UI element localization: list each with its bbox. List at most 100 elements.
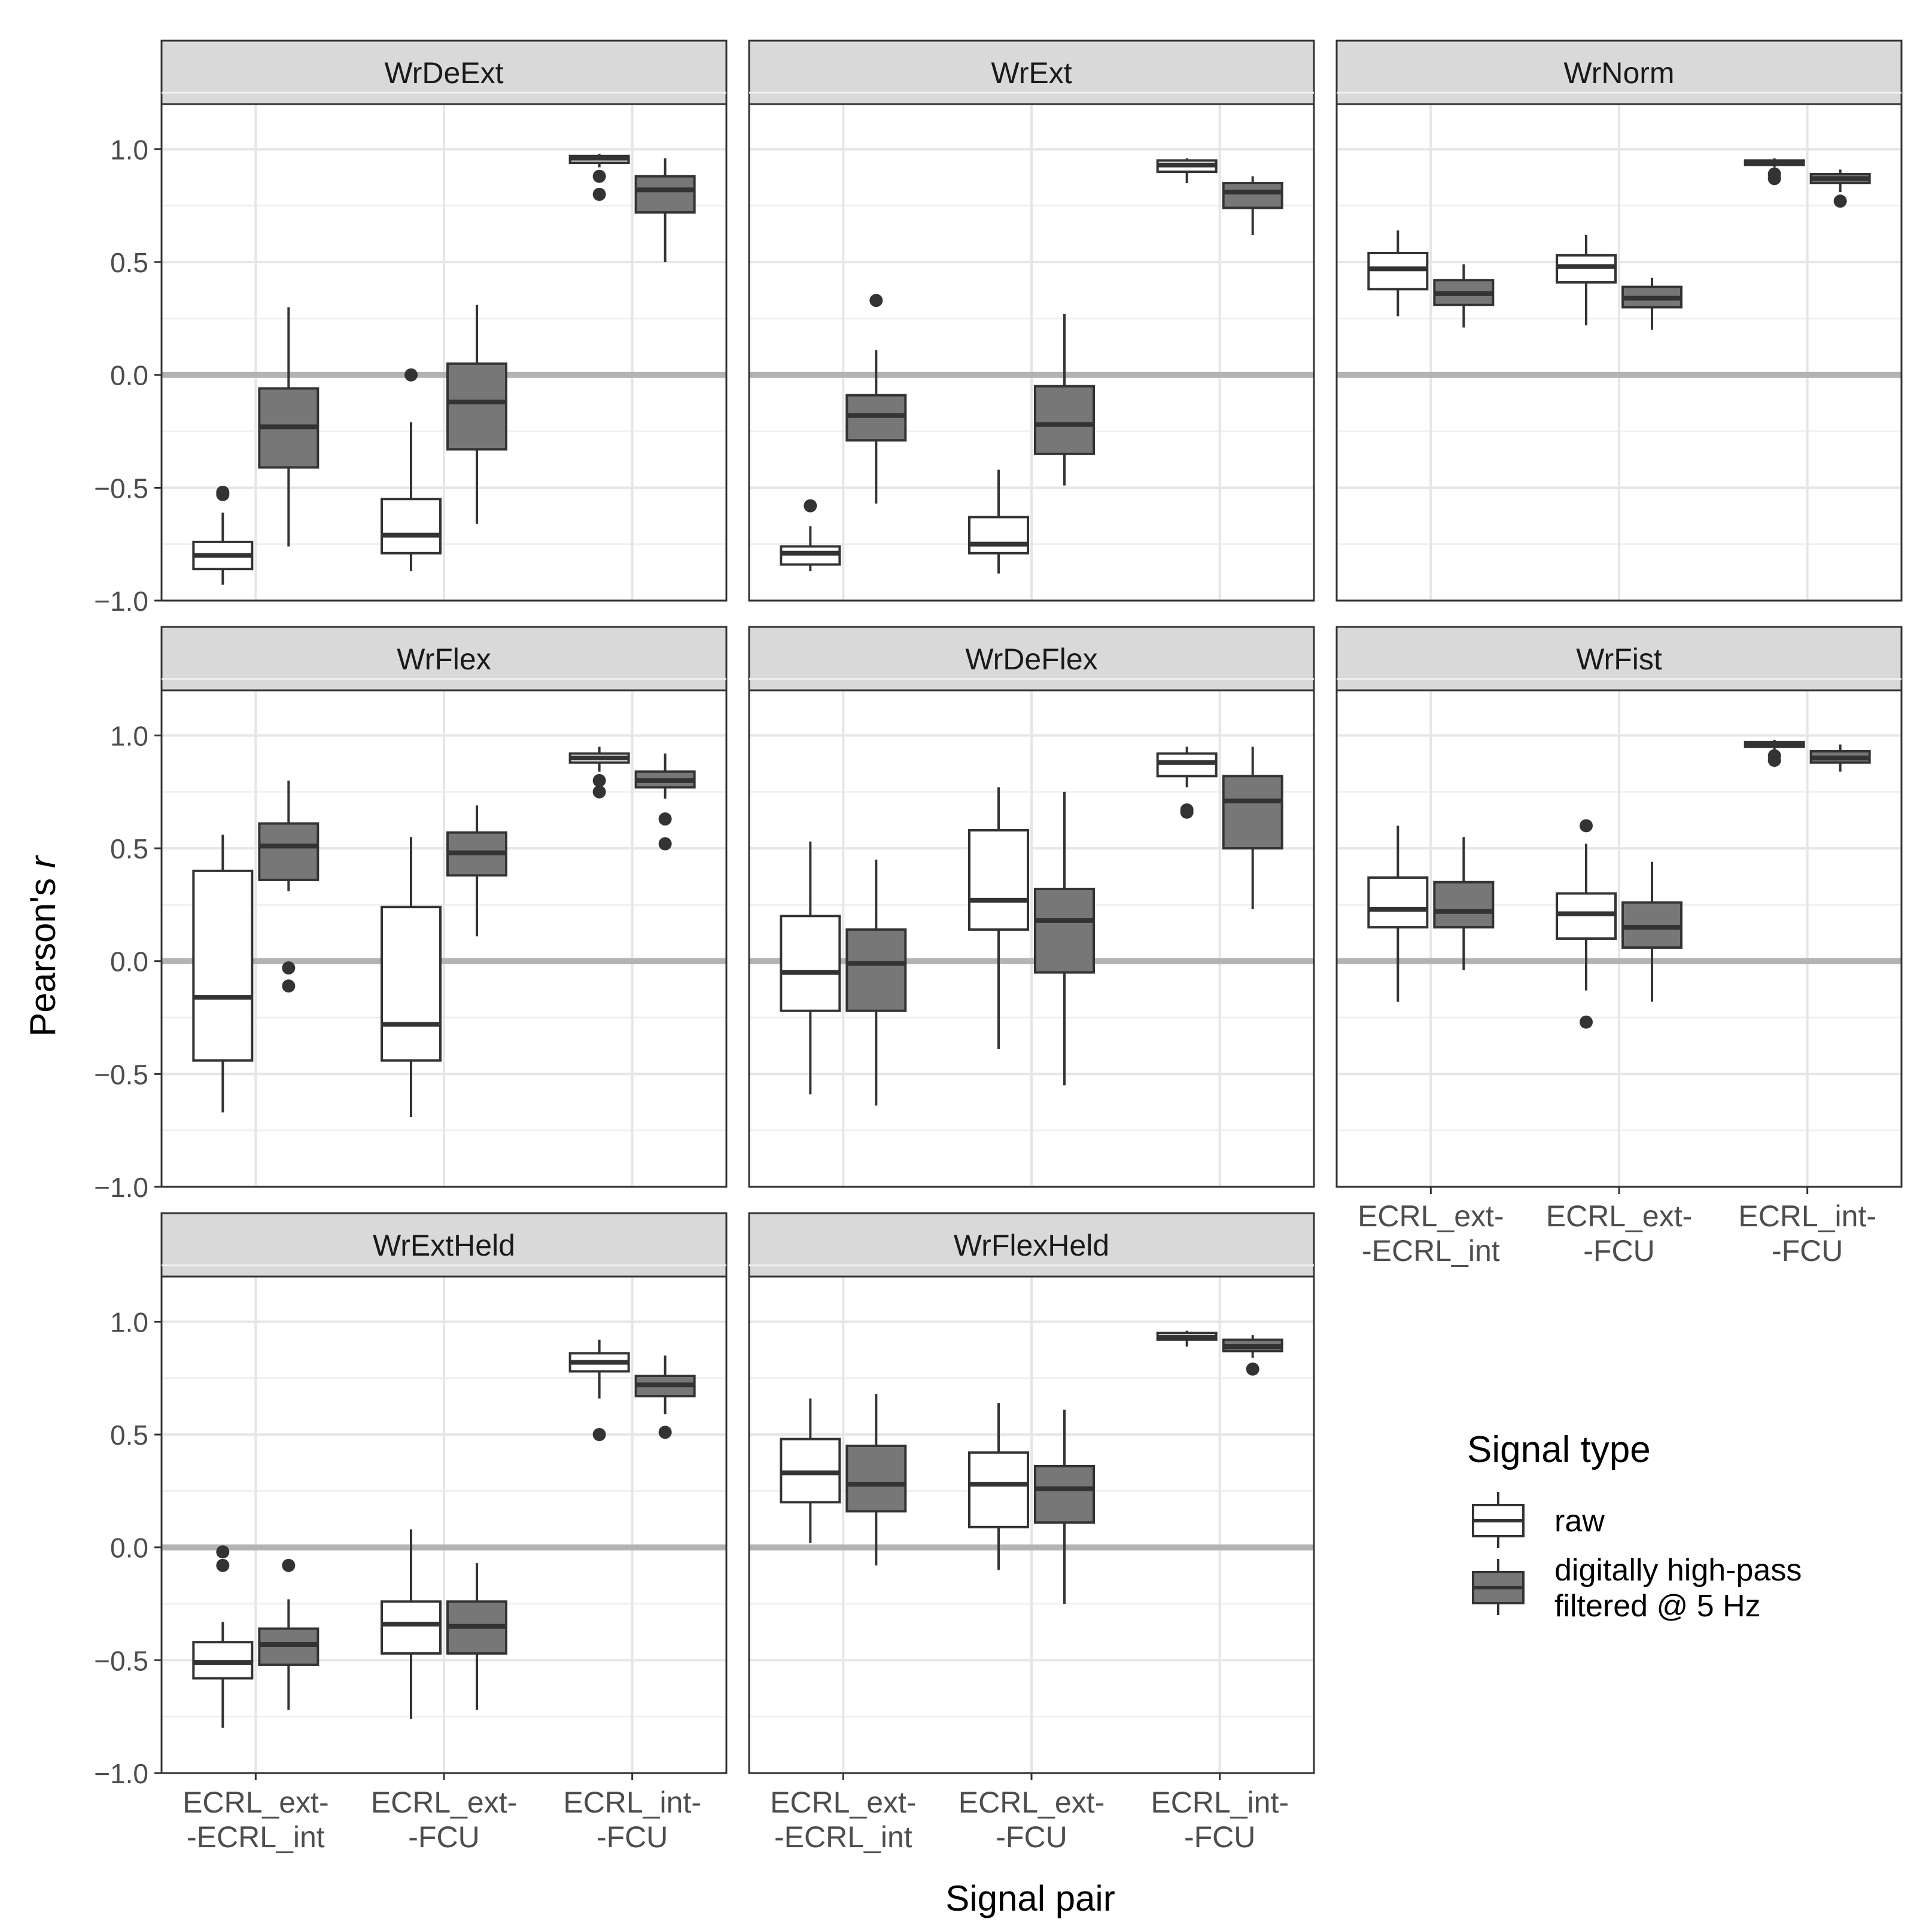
box-raw (192, 1545, 254, 1728)
facet-title: WrFist (1576, 642, 1662, 676)
x-tick-label: ECRL_ext- (1358, 1199, 1504, 1233)
y-tick-label: 0.0 (110, 1533, 148, 1564)
box-raw (780, 1398, 841, 1543)
outlier-point (592, 785, 606, 799)
box-filtered (1809, 744, 1871, 772)
box-filtered (1034, 1409, 1095, 1604)
legend-label: raw (1554, 1504, 1605, 1539)
legend-label: filtered @ 5 Hz (1554, 1589, 1761, 1624)
y-axis-title-text: Pearson's (23, 868, 63, 1037)
box-filtered (258, 307, 320, 547)
box-filtered (1222, 1335, 1283, 1376)
box-iqr (1367, 876, 1429, 929)
box-filtered (1222, 747, 1283, 909)
panel-border (160, 689, 728, 1188)
box-iqr (845, 1444, 907, 1513)
x-tick-label: ECRL_ext- (1546, 1199, 1693, 1233)
outlier-point (216, 1558, 230, 1572)
x-tick-label: ECRL_ext- (371, 1786, 518, 1819)
box-raw (780, 499, 841, 571)
facet-title: WrDeExt (384, 56, 503, 90)
facet-title: WrNorm (1563, 56, 1674, 90)
box-iqr (634, 175, 696, 214)
y-tick-label: 1.0 (110, 1306, 148, 1338)
y-tick-label: 1.0 (110, 720, 148, 751)
outlier-point (1180, 803, 1194, 817)
box-filtered (1809, 169, 1871, 208)
box-iqr (1222, 775, 1283, 850)
outlier-point (592, 773, 606, 787)
box-raw (192, 834, 254, 1113)
box-raw (780, 841, 841, 1095)
x-axis-title: Signal pair (945, 1878, 1115, 1918)
x-tick-label: -ECRL_int (774, 1820, 912, 1854)
legend-title: Signal type (1467, 1429, 1651, 1470)
box-filtered (1034, 313, 1095, 486)
box-raw (568, 1339, 630, 1442)
box-iqr (1433, 881, 1495, 929)
box-raw (1744, 740, 1805, 767)
box-iqr (1034, 888, 1095, 974)
box-raw (192, 485, 254, 585)
box-iqr (381, 498, 442, 555)
outlier-point (592, 187, 606, 201)
box-iqr (1034, 385, 1095, 455)
panel-wrdeext: WrDeExt 1.0 0.5 0.0 −0.5 −1.0 (94, 39, 728, 617)
box-raw (381, 1529, 442, 1719)
panel-wrextheld: WrExtHeld1.00.50.0−0.5−1.0ECRL_ext--ECRL… (94, 1212, 728, 1854)
panel-wrfist: WrFistECRL_ext--ECRL_intECRL_ext--FCUECR… (1335, 626, 1903, 1268)
facet-title: WrFlex (397, 642, 491, 676)
facet-title: WrDeFlex (965, 642, 1097, 676)
outlier-point (1767, 753, 1781, 767)
y-tick-label: 0.5 (110, 247, 148, 278)
panel-border (748, 103, 1315, 602)
panel-wrnorm: WrNorm (1335, 39, 1903, 602)
y-tick-label: −1.0 (94, 1758, 148, 1789)
box-raw (381, 837, 442, 1117)
box-raw (568, 747, 630, 799)
outlier-point (592, 169, 606, 183)
box-raw (1367, 230, 1429, 316)
box-raw (1367, 826, 1429, 1002)
outlier-point (1833, 194, 1847, 208)
y-tick-label: 1.0 (110, 134, 148, 165)
box-raw (1156, 747, 1218, 819)
x-tick-label: -FCU (408, 1820, 479, 1854)
box-iqr (968, 829, 1029, 931)
outlier-point (1580, 1015, 1593, 1029)
panel-border (748, 689, 1315, 1188)
axis-titles: Signal pair Pearson's r (23, 855, 1115, 1918)
panel-border (160, 103, 728, 602)
facet-title: WrExt (991, 56, 1072, 90)
box-iqr (968, 516, 1029, 555)
y-axis-title-variable: r (23, 855, 63, 868)
legend: Signal type raw digitally high-passfiltere… (1467, 1429, 1802, 1624)
box-raw (1556, 234, 1617, 325)
outlier-point (282, 1558, 296, 1572)
panel-wrflexheld: WrFlexHeldECRL_ext--ECRL_intECRL_ext--FC… (748, 1212, 1315, 1854)
box-filtered (446, 304, 507, 524)
box-filtered (1621, 861, 1682, 1002)
box-raw (1156, 158, 1218, 184)
outlier-point (1580, 819, 1593, 833)
y-tick-label: 0.0 (110, 946, 148, 977)
outlier-point (1767, 172, 1781, 185)
outlier-point (592, 1428, 606, 1442)
x-tick-label: ECRL_int- (1738, 1199, 1876, 1233)
box-filtered (258, 1558, 320, 1710)
box-raw (968, 1403, 1029, 1570)
x-tick-label: ECRL_ext- (182, 1786, 329, 1819)
box-raw (381, 368, 442, 571)
box-filtered (1621, 278, 1682, 330)
facet-panels: WrDeExt 1.0 0.5 0.0 −0.5 −1.0 WrExt WrNorm WrFle… (94, 39, 1903, 1854)
y-tick-label: −0.5 (94, 473, 148, 504)
box-filtered (1433, 837, 1495, 970)
outlier-point (869, 294, 883, 307)
box-iqr (381, 906, 442, 1062)
panel-border (1335, 103, 1903, 602)
box-iqr (258, 822, 320, 881)
panel-wrext: WrExt (748, 39, 1315, 602)
y-tick-label: 0.0 (110, 360, 148, 391)
